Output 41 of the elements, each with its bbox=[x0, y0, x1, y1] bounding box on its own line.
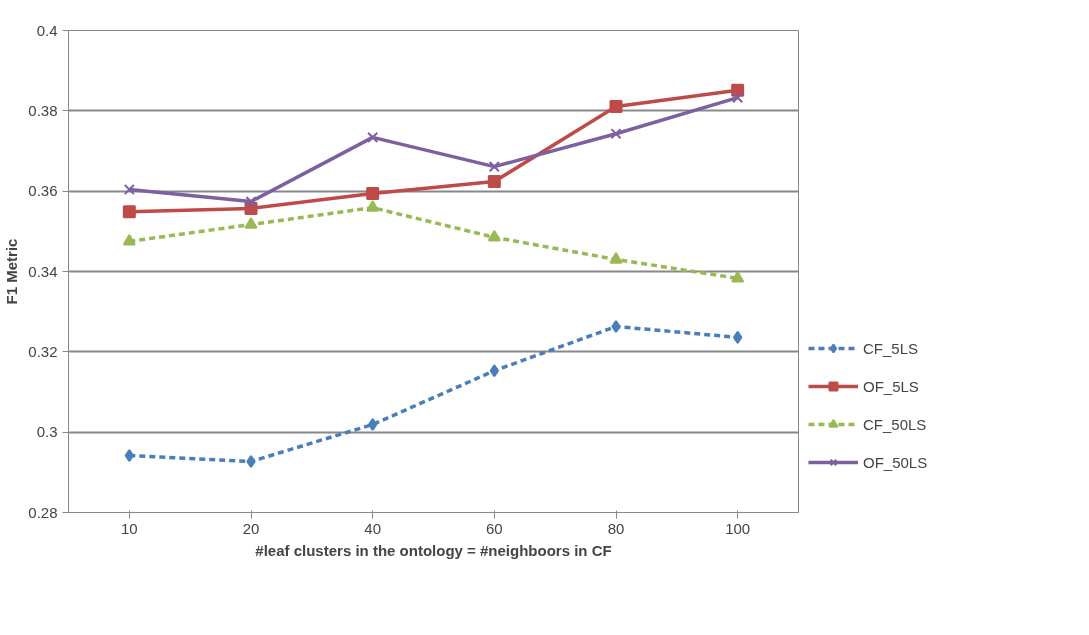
legend-label: OF_5LS bbox=[863, 377, 919, 395]
x-tick-label: 60 bbox=[485, 519, 503, 537]
y-tick-label: 0.34 bbox=[28, 262, 58, 280]
point bbox=[366, 187, 380, 201]
y-tick-label: 0.28 bbox=[28, 503, 58, 521]
point bbox=[733, 330, 743, 344]
legend-label: CF_50LS bbox=[863, 415, 927, 433]
point bbox=[244, 217, 258, 229]
x-tick-label: 40 bbox=[364, 519, 382, 537]
point bbox=[487, 230, 501, 242]
point bbox=[489, 364, 499, 378]
point bbox=[246, 454, 256, 468]
legend-label: CF_5LS bbox=[863, 339, 919, 357]
point bbox=[245, 196, 257, 208]
point bbox=[124, 448, 134, 462]
x-tick-label: 20 bbox=[242, 519, 260, 537]
y-axis-title: F1 Metric bbox=[3, 238, 21, 305]
point bbox=[487, 175, 501, 189]
point bbox=[732, 91, 744, 104]
y-tick-label: 0.4 bbox=[36, 21, 58, 39]
x-tick-label: 100 bbox=[725, 519, 751, 537]
point bbox=[123, 183, 135, 196]
point bbox=[609, 99, 623, 113]
x-tick-label: 10 bbox=[120, 519, 138, 537]
x-axis-title: #leaf clusters in the ontology = #neighboors in CF bbox=[255, 541, 612, 559]
legend-label: OF_50LS bbox=[863, 453, 928, 471]
point bbox=[731, 270, 745, 283]
point bbox=[611, 320, 621, 334]
point bbox=[367, 131, 379, 143]
y-tick-label: 0.36 bbox=[28, 182, 58, 200]
point bbox=[366, 200, 380, 212]
point bbox=[488, 161, 500, 173]
y-tick-label: 0.38 bbox=[28, 101, 58, 119]
point bbox=[368, 418, 378, 432]
point bbox=[122, 205, 136, 219]
y-tick-label: 0.3 bbox=[36, 423, 58, 441]
point bbox=[609, 252, 623, 264]
y-tick-label: 0.32 bbox=[28, 342, 58, 360]
x-tick-label: 80 bbox=[607, 519, 625, 537]
point bbox=[122, 234, 136, 246]
point bbox=[610, 128, 622, 140]
